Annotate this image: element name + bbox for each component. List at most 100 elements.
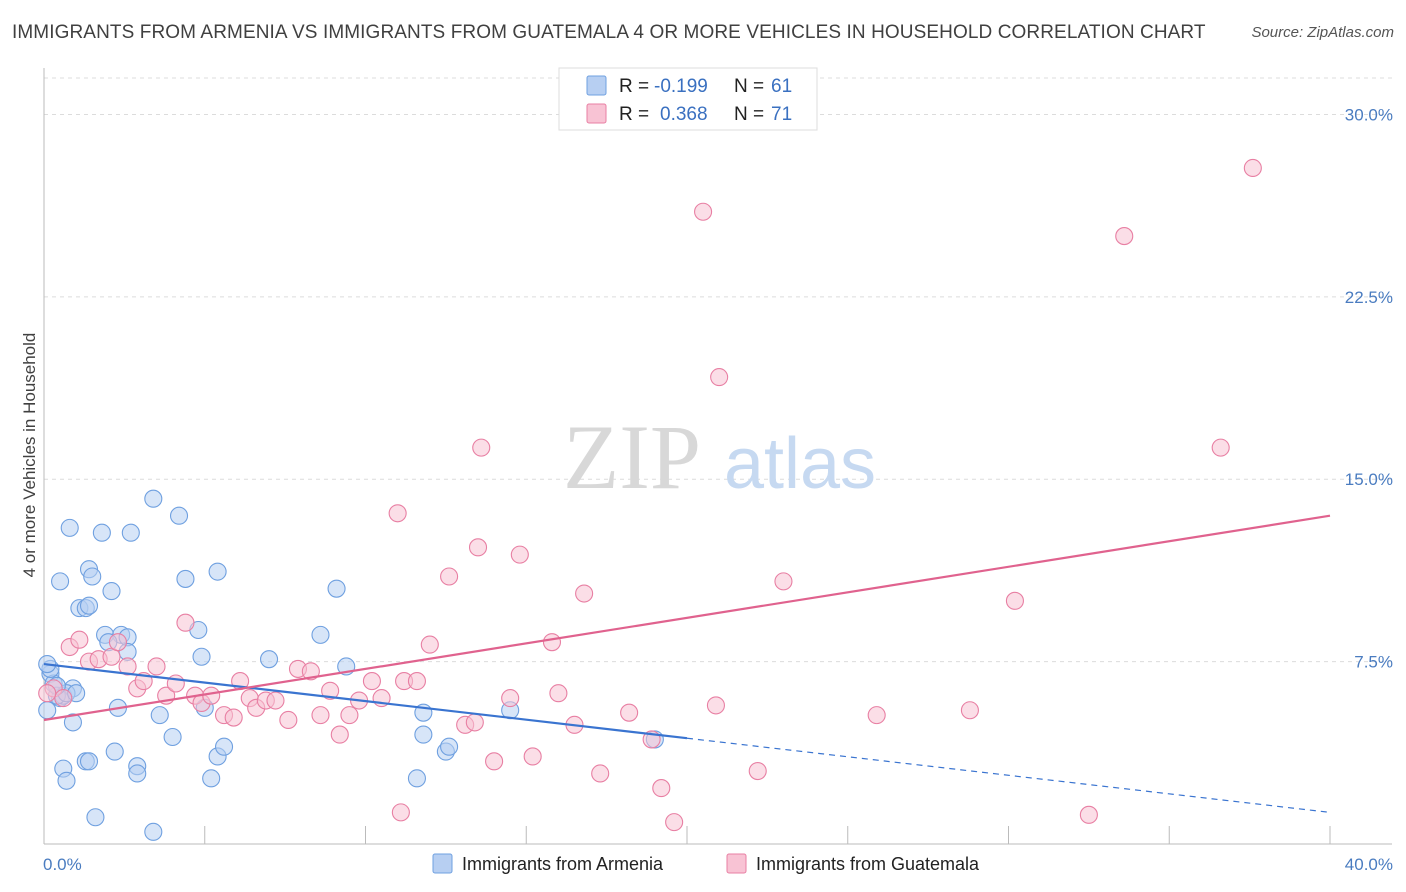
guatemala-point: [176, 613, 195, 632]
armenia-point: [92, 523, 111, 542]
armenia-point: [144, 822, 163, 841]
legend-guatemala-n-value: 71: [771, 104, 792, 125]
y-tick-label: 15.0%: [1345, 470, 1393, 489]
axes-layer: 7.5% 15.0% 22.5% 30.0%: [43, 68, 1393, 845]
guatemala-trend-line: [43, 514, 1331, 722]
guatemala-point: [523, 747, 542, 766]
guatemala-point: [468, 538, 488, 557]
legend-guatemala-swatch: [586, 103, 607, 124]
armenia-point: [38, 701, 57, 720]
guatemala-point: [440, 567, 459, 586]
guatemala-point: [321, 681, 340, 700]
guatemala-point: [118, 657, 137, 676]
guatemala-point: [510, 545, 529, 564]
guatemala-point: [1005, 591, 1024, 610]
bottom-legend-armenia-label: Immigrants from Armenia: [462, 854, 664, 874]
guatemala-point: [591, 764, 610, 783]
armenia-point: [311, 625, 330, 644]
armenia-point: [202, 769, 221, 788]
y-tick-label: 30.0%: [1345, 105, 1393, 124]
guatemala-point: [575, 584, 594, 603]
guatemala-point: [311, 706, 330, 725]
armenia-point: [63, 713, 82, 732]
armenia-point: [192, 647, 211, 666]
y-tick-label: 7.5%: [1354, 653, 1393, 672]
guatemala-point: [472, 438, 491, 457]
legend-armenia-r-label: R =: [619, 76, 649, 97]
armenia-point: [79, 752, 99, 771]
guatemala-point: [1079, 805, 1098, 824]
guatemala-point: [748, 761, 767, 781]
guatemala-point: [694, 202, 713, 221]
armenia-point: [128, 764, 147, 783]
guatemala-point: [70, 630, 89, 649]
armenia-point: [208, 562, 227, 581]
y-axis-label: 4 or more Vehicles in Household: [20, 333, 39, 578]
x-tick-label-min: 0.0%: [43, 855, 82, 874]
watermark-zip: ZIP: [563, 406, 701, 508]
series-armenia: [38, 489, 664, 841]
bottom-legend-guatemala-swatch: [726, 853, 747, 874]
guatemala-point: [501, 689, 520, 708]
guatemala-point: [1115, 227, 1134, 246]
legend-guatemala-n-label: N =: [734, 104, 764, 125]
guatemala-point: [542, 633, 562, 652]
guatemala-point: [362, 672, 381, 691]
guatemala-point: [108, 633, 127, 652]
legend-armenia-n-value: 61: [771, 76, 792, 97]
guatemala-point: [465, 713, 484, 732]
guatemala-point: [38, 684, 57, 703]
guatemala-point: [301, 662, 320, 681]
guatemala-point: [485, 752, 504, 771]
chart-title: IMMIGRANTS FROM ARMENIA VS IMMIGRANTS FR…: [12, 22, 1206, 43]
guatemala-point: [867, 706, 886, 725]
legend-guatemala-r-value: 0.368: [660, 104, 708, 125]
trend-lines: [43, 514, 1331, 813]
series-guatemala: [38, 158, 1262, 832]
armenia-point: [144, 489, 163, 508]
guatemala-point: [388, 504, 407, 523]
armenia-point: [176, 569, 195, 588]
armenia-point: [414, 725, 433, 744]
y-tick-label: 22.5%: [1345, 288, 1393, 307]
guatemala-point: [710, 368, 729, 387]
guatemala-point: [420, 635, 439, 654]
guatemala-point: [279, 710, 298, 730]
guatemala-point: [549, 684, 568, 703]
armenia-trend-extension: [686, 737, 1331, 813]
watermark: ZIP atlas: [563, 406, 876, 508]
armenia-point: [214, 737, 234, 756]
guatemala-point: [340, 706, 359, 725]
armenia-point: [121, 523, 140, 542]
armenia-point: [327, 579, 346, 598]
guatemala-point: [54, 689, 73, 708]
guatemala-point: [147, 657, 166, 676]
guatemala-point: [774, 572, 793, 591]
bottom-legend-armenia-swatch: [432, 853, 453, 874]
guatemala-point: [202, 686, 221, 705]
watermark-atlas: atlas: [724, 424, 876, 504]
armenia-point: [169, 506, 189, 525]
armenia-point: [102, 582, 121, 601]
armenia-point: [86, 808, 105, 827]
armenia-point: [150, 706, 169, 725]
source-label: Source: ZipAtlas.com: [1251, 24, 1394, 41]
armenia-point: [57, 771, 76, 790]
armenia-point: [105, 742, 124, 761]
guatemala-point: [665, 813, 684, 832]
series-legend: Immigrants from Armenia Immigrants from …: [432, 853, 980, 874]
x-tick-label-max: 40.0%: [1345, 855, 1393, 874]
armenia-trend-line: [43, 662, 688, 740]
armenia-point: [60, 518, 79, 537]
armenia-point: [259, 650, 279, 669]
legend-armenia-swatch: [586, 75, 607, 96]
guatemala-point: [1243, 158, 1262, 178]
stats-legend: R = -0.199 N = 61 R = 0.368 N = 71: [558, 67, 818, 131]
guatemala-point: [620, 703, 639, 722]
guatemala-point: [330, 725, 349, 744]
guatemala-point: [960, 701, 979, 720]
guatemala-point: [391, 803, 410, 822]
armenia-point: [440, 737, 459, 756]
guatemala-point: [224, 708, 243, 727]
